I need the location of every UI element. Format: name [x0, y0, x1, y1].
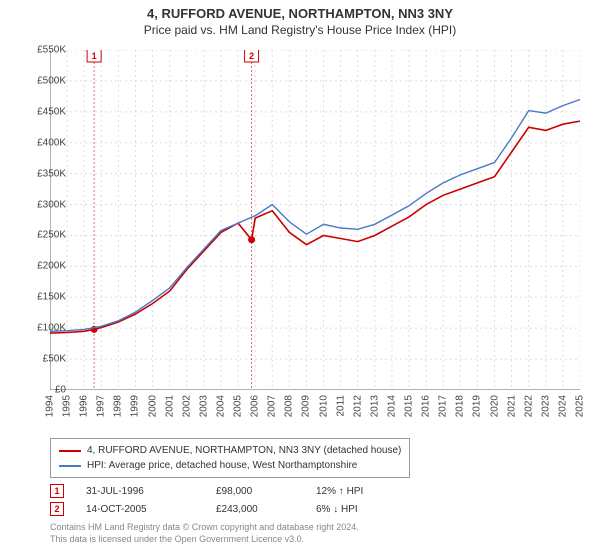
x-tick-label: 1995	[62, 395, 73, 417]
x-tick-label: 2015	[404, 395, 415, 417]
x-tick-label: 2004	[215, 395, 226, 417]
event-price: £98,000	[216, 486, 316, 497]
y-tick-label: £300K	[20, 199, 66, 210]
x-tick-label: 2023	[540, 395, 551, 417]
legend-label: 4, RUFFORD AVENUE, NORTHAMPTON, NN3 3NY …	[87, 443, 401, 458]
attribution: Contains HM Land Registry data © Crown c…	[50, 522, 359, 545]
x-tick-label: 2011	[335, 395, 346, 417]
y-tick-label: £100K	[20, 323, 66, 334]
event-date: 14-OCT-2005	[86, 504, 216, 515]
y-tick-label: £250K	[20, 230, 66, 241]
legend-label: HPI: Average price, detached house, West…	[87, 458, 357, 473]
x-tick-label: 2012	[352, 395, 363, 417]
y-tick-label: £200K	[20, 261, 66, 272]
legend-item: 4, RUFFORD AVENUE, NORTHAMPTON, NN3 3NY …	[59, 443, 401, 458]
x-tick-label: 2003	[198, 395, 209, 417]
event-price: £243,000	[216, 504, 316, 515]
x-tick-label: 2014	[386, 395, 397, 417]
x-tick-label: 1999	[130, 395, 141, 417]
x-tick-label: 2022	[523, 395, 534, 417]
x-tick-label: 2016	[421, 395, 432, 417]
y-tick-label: £400K	[20, 137, 66, 148]
x-tick-label: 2019	[472, 395, 483, 417]
event-date: 31-JUL-1996	[86, 486, 216, 497]
event-row: 1 31-JUL-1996 £98,000 12% ↑ HPI	[50, 482, 426, 500]
event-badge: 2	[50, 502, 64, 516]
x-tick-label: 2008	[284, 395, 295, 417]
y-tick-label: £50K	[20, 354, 66, 365]
x-tick-label: 2025	[575, 395, 586, 417]
x-tick-label: 2005	[233, 395, 244, 417]
event-pct: 12% ↑ HPI	[316, 486, 426, 497]
x-tick-label: 1998	[113, 395, 124, 417]
x-tick-label: 2010	[318, 395, 329, 417]
legend-swatch	[59, 465, 81, 467]
event-row: 2 14-OCT-2005 £243,000 6% ↓ HPI	[50, 500, 426, 518]
x-tick-label: 2009	[301, 395, 312, 417]
x-tick-label: 2020	[489, 395, 500, 417]
chart-title: 4, RUFFORD AVENUE, NORTHAMPTON, NN3 3NY	[0, 6, 600, 21]
chart-svg: 12	[50, 50, 580, 390]
x-tick-label: 2021	[506, 395, 517, 417]
x-tick-label: 1996	[79, 395, 90, 417]
event-pct: 6% ↓ HPI	[316, 504, 426, 515]
event-table: 1 31-JUL-1996 £98,000 12% ↑ HPI 2 14-OCT…	[50, 482, 426, 518]
price-chart: 12	[50, 50, 580, 390]
x-tick-label: 2007	[267, 395, 278, 417]
chart-subtitle: Price paid vs. HM Land Registry's House …	[0, 23, 600, 37]
x-tick-label: 2006	[250, 395, 261, 417]
y-tick-label: £500K	[20, 75, 66, 86]
x-tick-label: 2024	[557, 395, 568, 417]
footer-line: Contains HM Land Registry data © Crown c…	[50, 522, 359, 534]
y-tick-label: £0	[20, 385, 66, 396]
y-tick-label: £550K	[20, 45, 66, 56]
x-tick-label: 2000	[147, 395, 158, 417]
x-tick-label: 2013	[369, 395, 380, 417]
y-tick-label: £350K	[20, 168, 66, 179]
event-badge: 1	[50, 484, 64, 498]
svg-text:2: 2	[249, 51, 254, 61]
x-tick-label: 2017	[438, 395, 449, 417]
legend-item: HPI: Average price, detached house, West…	[59, 458, 401, 473]
y-tick-label: £450K	[20, 106, 66, 117]
x-tick-label: 2018	[455, 395, 466, 417]
x-tick-label: 1994	[45, 395, 56, 417]
legend-swatch	[59, 450, 81, 452]
x-tick-label: 2002	[181, 395, 192, 417]
x-tick-label: 1997	[96, 395, 107, 417]
y-tick-label: £150K	[20, 292, 66, 303]
legend: 4, RUFFORD AVENUE, NORTHAMPTON, NN3 3NY …	[50, 438, 410, 478]
footer-line: This data is licensed under the Open Gov…	[50, 534, 359, 546]
x-tick-label: 2001	[164, 395, 175, 417]
svg-text:1: 1	[92, 51, 97, 61]
